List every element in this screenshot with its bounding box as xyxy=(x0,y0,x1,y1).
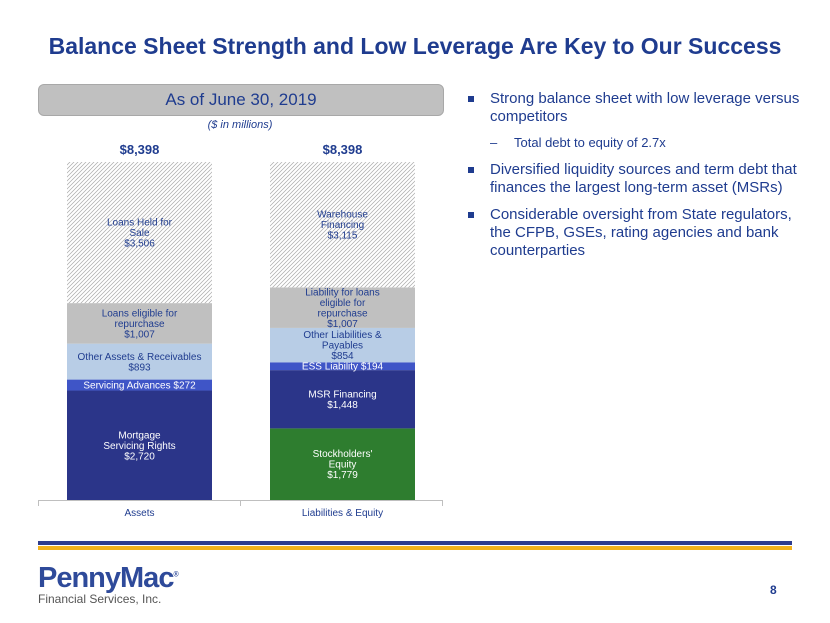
bullet-text: Strong balance sheet with low leverage v… xyxy=(490,90,800,125)
segment-label: Loans eligible for repurchase $1,007 xyxy=(102,308,178,340)
segment-label: Stockholders' Equity $1,779 xyxy=(313,449,373,481)
segment-label-line: Stockholders' xyxy=(313,449,373,460)
bar-total-label: $8,398 xyxy=(120,142,160,157)
bullet-item: Considerable oversight from State regula… xyxy=(466,206,806,260)
segment-label-line: Loans Held for xyxy=(107,218,173,229)
bar-segment xyxy=(67,303,212,344)
segment-label-line: eligible for xyxy=(320,298,366,309)
segment-label-line: Equity xyxy=(329,460,357,471)
bar-segment xyxy=(270,287,415,328)
as-of-date-banner: As of June 30, 2019 xyxy=(38,84,444,116)
segment-label: ESS Liability $194 xyxy=(302,362,384,373)
segment-label-line: Servicing Rights xyxy=(103,441,175,452)
sub-bullet-item: – Total debt to equity of 2.7x xyxy=(466,134,806,152)
square-bullet-icon xyxy=(468,167,474,173)
logo-name-text: PennyMac xyxy=(38,562,174,594)
segment-label-line: Sale xyxy=(129,228,149,239)
logo-tagline: Financial Services, Inc. xyxy=(38,592,162,606)
segment-label-line: MSR Financing xyxy=(308,390,376,401)
units-note: ($ in millions) xyxy=(207,119,273,131)
segment-label-line: $1,448 xyxy=(327,400,358,411)
segment-label-line: Servicing Advances $272 xyxy=(83,381,196,392)
segment-label: Warehouse Financing $3,115 xyxy=(317,210,368,242)
bar-segment xyxy=(67,343,212,380)
segment-label-line: Other Assets & Receivables xyxy=(78,352,202,363)
segment-label-line: repurchase xyxy=(114,319,164,330)
x-axis-category-label: Liabilities & Equity xyxy=(302,508,383,519)
bar-segment xyxy=(67,162,212,304)
page-number: 8 xyxy=(770,583,777,597)
key-points-list: Strong balance sheet with low leverage v… xyxy=(466,90,806,269)
segment-label-line: ESS Liability $194 xyxy=(302,362,384,373)
bar-total-label: $8,398 xyxy=(323,142,363,157)
bar-segment xyxy=(270,362,415,371)
segment-label-line: $893 xyxy=(128,362,151,373)
footer-rule-gold xyxy=(38,546,792,550)
bar-segment xyxy=(270,327,415,363)
bullet-text: Considerable oversight from State regula… xyxy=(490,206,792,259)
segment-label-line: $1,779 xyxy=(327,470,358,481)
segment-label-line: Financing xyxy=(321,220,364,231)
square-bullet-icon xyxy=(468,96,474,102)
footer-rule-blue xyxy=(38,541,792,545)
segment-label-line: Other Liabilities & xyxy=(303,330,382,341)
bar-segment xyxy=(270,162,415,288)
segment-label: Other Assets & Receivables $893 xyxy=(78,352,202,374)
segment-label-line: repurchase xyxy=(317,308,367,319)
segment-label-line: $2,720 xyxy=(124,451,155,462)
logo-registered-mark: ® xyxy=(173,571,178,579)
segment-label: Mortgage Servicing Rights $2,720 xyxy=(103,430,175,462)
segment-label-line: Liability for loans xyxy=(305,287,379,298)
segment-label-line: Payables xyxy=(322,341,363,352)
bar-segment xyxy=(270,428,415,500)
segment-label: MSR Financing $1,448 xyxy=(308,390,376,412)
bullet-item: Strong balance sheet with low leverage v… xyxy=(466,90,806,126)
segment-label-line: $854 xyxy=(331,351,354,362)
bullet-item: Diversified liquidity sources and term d… xyxy=(466,161,806,197)
segment-label: Liability for loans eligible for repurchas… xyxy=(305,287,379,330)
segment-label: Loans Held for Sale $3,506 xyxy=(107,218,173,250)
slide-title: Balance Sheet Strength and Low Leverage … xyxy=(48,33,782,59)
segment-label-line: Mortgage xyxy=(118,430,161,441)
segment-label-line: $1,007 xyxy=(327,319,358,330)
segment-label-line: $1,007 xyxy=(124,329,155,340)
sub-bullet-text: Total debt to equity of 2.7x xyxy=(514,135,666,150)
logo-wordmark: PennyMac® xyxy=(38,562,179,595)
x-axis-category-label: Assets xyxy=(124,508,154,519)
segment-label-line: $3,115 xyxy=(328,231,358,242)
bar-segment xyxy=(67,390,212,500)
segment-label: Servicing Advances $272 xyxy=(83,381,196,392)
as-of-date-text: As of June 30, 2019 xyxy=(165,90,317,109)
segment-label-line: $3,506 xyxy=(124,239,155,250)
segment-label: Other Liabilities & Payables $854 xyxy=(303,330,382,362)
square-bullet-icon xyxy=(468,212,474,218)
bar-segment xyxy=(67,379,212,391)
dash-bullet-icon: – xyxy=(490,135,498,150)
bar-segment xyxy=(270,370,415,429)
segment-label-line: Warehouse xyxy=(317,210,368,221)
company-logo: PennyMac® Financial Services, Inc. xyxy=(38,562,179,606)
bullet-text: Diversified liquidity sources and term d… xyxy=(490,161,797,196)
segment-label-line: Loans eligible for xyxy=(102,308,178,319)
